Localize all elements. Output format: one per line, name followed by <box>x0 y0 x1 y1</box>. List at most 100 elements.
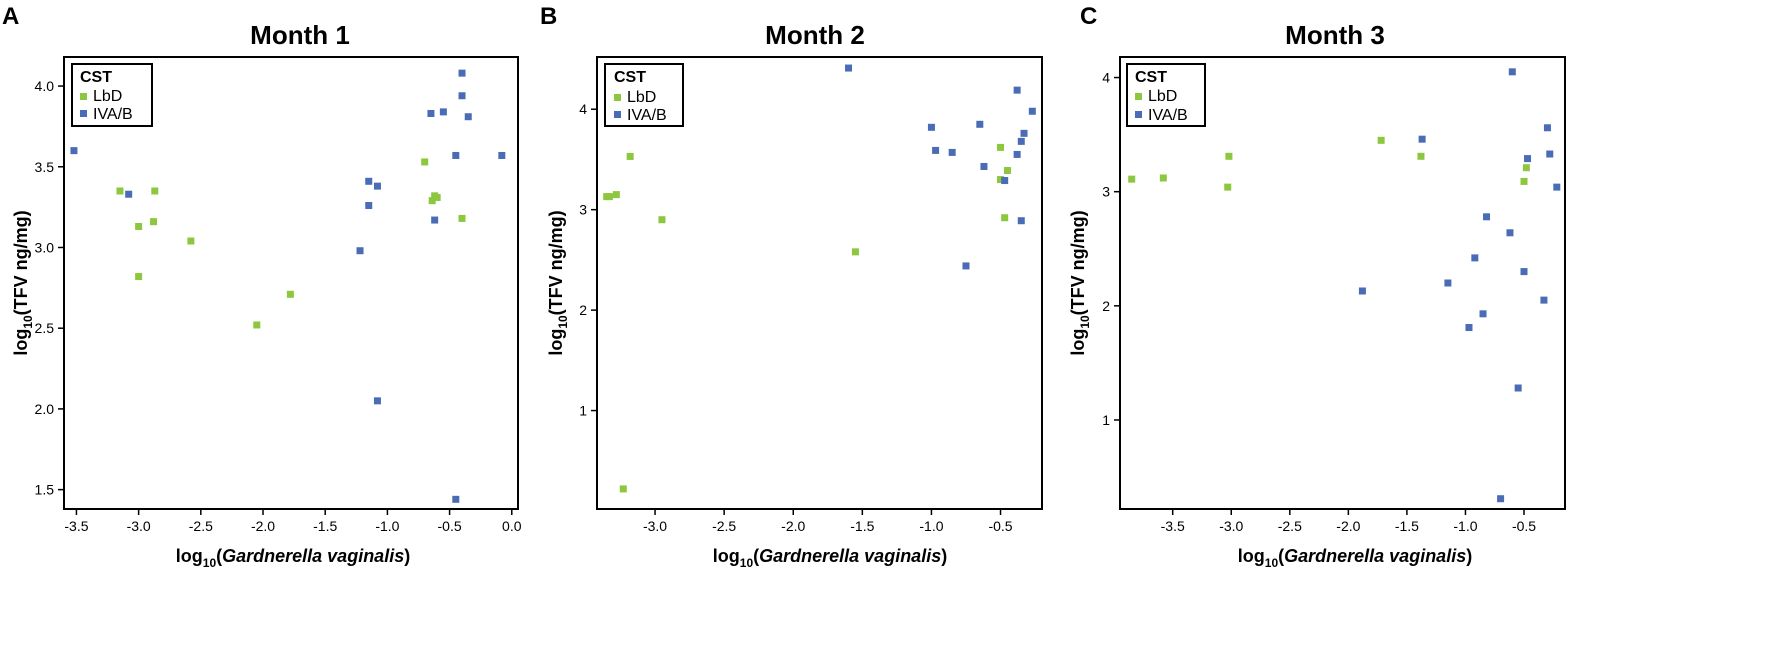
x-axis-label: log10(Gardnerella vaginalis) <box>1238 546 1472 570</box>
x-tick-label: -3.5 <box>64 518 88 534</box>
legend-label-ivab: IVA/B <box>93 106 133 123</box>
y-tick-label: 4 <box>1102 70 1110 86</box>
point-ivab <box>1020 129 1028 137</box>
point-ivab <box>845 64 853 72</box>
point-ivab <box>962 262 970 270</box>
point-ivab <box>1520 268 1528 276</box>
legend-label-lbd: LbD <box>1148 88 1177 105</box>
point-lbd <box>997 143 1005 151</box>
point-lbd <box>116 187 124 195</box>
chart-title: Month 1 <box>250 20 350 50</box>
y-axis: 1.5 2.0 2.5 3.0 3.5 4.0 <box>35 78 64 498</box>
x-tick-label: -3.0 <box>127 518 151 534</box>
point-ivab <box>365 202 373 210</box>
legend-swatch-lbd <box>614 94 621 101</box>
point-ivab <box>1013 150 1021 158</box>
legend: CST LbD IVA/B <box>604 63 684 127</box>
point-ivab <box>373 182 381 190</box>
x-tick-label: -1.0 <box>375 518 399 534</box>
point-lbd <box>619 485 627 493</box>
point-ivab <box>365 177 373 185</box>
point-ivab <box>1471 254 1479 262</box>
x-tick-label: -1.5 <box>1395 518 1419 534</box>
x-tick-label: -3.0 <box>1219 518 1243 534</box>
point-ivab <box>948 148 956 156</box>
point-lbd <box>1159 174 1167 182</box>
point-ivab <box>1479 310 1487 318</box>
point-ivab <box>452 495 460 503</box>
point-ivab <box>1546 150 1554 158</box>
point-ivab <box>458 69 466 77</box>
legend-label-ivab: IVA/B <box>1148 107 1188 124</box>
y-tick-label: 1 <box>579 403 587 419</box>
legend-label-lbd: LbD <box>627 89 656 106</box>
point-lbd <box>1417 152 1425 160</box>
y-tick-label: 3 <box>1102 184 1110 200</box>
legend-title: CST <box>80 69 112 86</box>
panel-b: B Month 2 -3.0 -2.5 -2.0 -1.5 -1.0 -0.5 1234 … <box>540 3 1043 570</box>
x-tick-label: -2.0 <box>1336 518 1360 534</box>
x-tick-label: -1.5 <box>313 518 337 534</box>
point-ivab <box>1013 86 1021 94</box>
point-lbd <box>997 176 1005 184</box>
point-lbd <box>135 223 143 230</box>
x-tick-label: -2.5 <box>189 518 213 534</box>
y-tick-label: 3 <box>579 202 587 218</box>
point-lbd <box>1522 164 1530 172</box>
point-ivab <box>1028 107 1036 115</box>
y-tick-label: 1.5 <box>35 482 55 498</box>
x-axis: -3.0 -2.5 -2.0 -1.5 -1.0 -0.5 <box>643 509 1013 534</box>
legend: CST LbD IVA/B <box>71 63 153 127</box>
point-ivab <box>464 113 472 121</box>
x-axis: -3.5 -3.0 -2.5 -2.0 -1.5 -1.0 -0.5 0.0 <box>64 509 522 534</box>
point-ivab <box>1553 183 1561 191</box>
point-lbd <box>1225 152 1233 160</box>
x-tick-label: -3.5 <box>1161 518 1185 534</box>
point-ivab <box>70 147 78 155</box>
point-lbd <box>1224 183 1232 191</box>
point-ivab <box>1017 137 1025 145</box>
y-tick-label: 1 <box>1102 412 1110 428</box>
y-tick-label: 4 <box>579 101 587 117</box>
point-ivab <box>439 108 447 116</box>
x-tick-label: -0.5 <box>1512 518 1536 534</box>
scatter-points <box>70 69 506 503</box>
x-tick-label: -1.0 <box>1453 518 1477 534</box>
point-ivab <box>927 123 935 131</box>
legend-label-ivab: IVA/B <box>627 107 667 124</box>
y-axis: 1 2 3 4 <box>579 101 597 419</box>
point-lbd <box>1520 177 1528 185</box>
point-ivab <box>1543 124 1551 132</box>
x-tick-label: -0.5 <box>988 518 1012 534</box>
point-ivab <box>1358 287 1366 295</box>
point-lbd <box>1003 167 1011 175</box>
panel-letter: A <box>2 3 19 30</box>
y-tick-label: 4.0 <box>35 78 55 94</box>
y-axis: 1 2 3 4 <box>1102 70 1120 428</box>
point-lbd <box>253 321 261 329</box>
y-axis-label: log10(TFV ng/mg) <box>546 210 570 355</box>
point-lbd <box>286 290 294 298</box>
point-lbd <box>658 216 666 224</box>
point-ivab <box>427 110 435 117</box>
panel-a: A Month 1 -3.5 -3.0 -2.5 -2.0 -1.5 -1.0 -0.5 0.… <box>2 3 522 570</box>
point-lbd <box>433 193 441 201</box>
scatter-points <box>1128 68 1561 503</box>
x-tick-label: 0.0 <box>502 518 522 534</box>
point-lbd <box>151 187 159 195</box>
point-ivab <box>1540 296 1548 304</box>
point-ivab <box>980 162 988 170</box>
x-axis-label: log10(Gardnerella vaginalis) <box>176 546 410 570</box>
point-lbd <box>851 248 859 256</box>
panel-letter: C <box>1080 3 1097 30</box>
point-lbd <box>428 197 436 205</box>
point-ivab <box>498 151 506 159</box>
plot-frame <box>63 56 519 510</box>
point-ivab <box>1001 177 1009 185</box>
x-tick-label: -2.5 <box>1278 518 1302 534</box>
x-tick-label: -3.0 <box>643 518 667 534</box>
y-tick-label: 3.5 <box>35 159 55 175</box>
point-ivab <box>452 151 460 159</box>
y-axis-label: log10(TFV ng/mg) <box>11 210 35 355</box>
